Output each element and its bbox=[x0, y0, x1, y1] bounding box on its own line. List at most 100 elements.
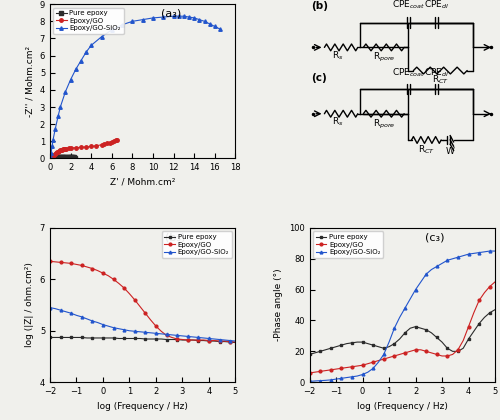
Epoxy/GO bbox=[190, 338, 196, 343]
Pure epoxy bbox=[402, 330, 408, 335]
Epoxy/GO-SiO₂ bbox=[186, 15, 192, 20]
Epoxy/GO bbox=[180, 337, 186, 342]
Pure epoxy bbox=[328, 346, 334, 351]
Text: CPE$_{coat}$: CPE$_{coat}$ bbox=[392, 0, 426, 11]
Epoxy/GO-SiO₂ bbox=[83, 50, 89, 55]
Epoxy/GO bbox=[434, 352, 440, 357]
Epoxy/GO-SiO₂ bbox=[200, 336, 206, 341]
Pure epoxy bbox=[63, 335, 69, 340]
Line: Epoxy/GO-SiO₂: Epoxy/GO-SiO₂ bbox=[308, 249, 496, 383]
Pure epoxy bbox=[106, 336, 112, 341]
Epoxy/GO bbox=[66, 146, 71, 151]
Epoxy/GO-SiO₂ bbox=[84, 316, 90, 321]
Epoxy/GO-SiO₂ bbox=[216, 337, 222, 342]
Epoxy/GO bbox=[48, 156, 54, 161]
Pure epoxy bbox=[47, 335, 53, 340]
Epoxy/GO-SiO₂ bbox=[407, 297, 413, 302]
Epoxy/GO bbox=[113, 138, 119, 143]
Epoxy/GO-SiO₂ bbox=[444, 258, 450, 263]
Epoxy/GO bbox=[386, 355, 392, 360]
Text: (c): (c) bbox=[312, 74, 327, 83]
Epoxy/GO-SiO₂ bbox=[180, 333, 186, 339]
Epoxy/GO-SiO₂ bbox=[94, 320, 100, 325]
Pure epoxy bbox=[66, 155, 71, 160]
Epoxy/GO-SiO₂ bbox=[48, 151, 54, 156]
Epoxy/GO bbox=[60, 147, 66, 152]
Pure epoxy bbox=[48, 156, 54, 161]
Epoxy/GO-SiO₂ bbox=[191, 16, 197, 21]
Epoxy/GO-SiO₂ bbox=[73, 67, 79, 72]
Pure epoxy bbox=[396, 336, 402, 341]
Epoxy/GO-SiO₂ bbox=[486, 249, 492, 254]
Epoxy/GO-SiO₂ bbox=[322, 378, 328, 383]
Pure epoxy bbox=[158, 336, 164, 341]
Epoxy/GO-SiO₂ bbox=[455, 255, 461, 260]
Line: Epoxy/GO-SiO₂: Epoxy/GO-SiO₂ bbox=[49, 14, 222, 160]
Epoxy/GO bbox=[232, 339, 238, 344]
Pure epoxy bbox=[444, 346, 450, 351]
Epoxy/GO-SiO₂ bbox=[428, 267, 434, 272]
Pure epoxy bbox=[137, 336, 143, 341]
Epoxy/GO bbox=[492, 279, 498, 284]
Epoxy/GO bbox=[63, 260, 69, 265]
Epoxy/GO bbox=[460, 338, 466, 343]
Epoxy/GO-SiO₂ bbox=[58, 308, 64, 313]
Pure epoxy bbox=[84, 336, 90, 341]
Line: Pure epoxy: Pure epoxy bbox=[308, 308, 496, 356]
Epoxy/GO bbox=[54, 150, 60, 155]
Pure epoxy bbox=[466, 336, 471, 341]
Epoxy/GO-SiO₂ bbox=[78, 58, 84, 63]
Epoxy/GO bbox=[312, 370, 318, 375]
Pure epoxy bbox=[216, 339, 222, 344]
Epoxy/GO-SiO₂ bbox=[110, 325, 116, 330]
Epoxy/GO bbox=[471, 310, 477, 315]
Pure epoxy bbox=[184, 338, 190, 343]
Pure epoxy bbox=[52, 155, 58, 160]
Epoxy/GO bbox=[121, 286, 127, 291]
Text: R$_{pore}$: R$_{pore}$ bbox=[372, 51, 395, 64]
Epoxy/GO bbox=[49, 155, 55, 160]
Pure epoxy bbox=[60, 155, 66, 160]
Epoxy/GO-SiO₂ bbox=[396, 315, 402, 320]
Epoxy/GO-SiO₂ bbox=[418, 279, 424, 284]
Pure epoxy bbox=[68, 155, 74, 160]
Epoxy/GO-SiO₂ bbox=[170, 14, 176, 19]
Epoxy/GO bbox=[169, 335, 175, 340]
Pure epoxy bbox=[386, 344, 392, 349]
Pure epoxy bbox=[53, 155, 59, 160]
Pure epoxy bbox=[418, 326, 424, 331]
Epoxy/GO bbox=[365, 361, 371, 366]
Pure epoxy bbox=[492, 307, 498, 312]
Epoxy/GO bbox=[74, 262, 80, 267]
Pure epoxy bbox=[79, 335, 85, 340]
Pure epoxy bbox=[349, 340, 355, 345]
Epoxy/GO bbox=[48, 156, 54, 161]
Epoxy/GO bbox=[344, 365, 349, 370]
Pure epoxy bbox=[94, 336, 100, 341]
Epoxy/GO-SiO₂ bbox=[109, 27, 115, 32]
Pure epoxy bbox=[434, 335, 440, 340]
Pure epoxy bbox=[58, 155, 64, 160]
Line: Epoxy/GO: Epoxy/GO bbox=[48, 260, 237, 344]
Epoxy/GO-SiO₂ bbox=[176, 14, 182, 19]
Epoxy/GO bbox=[94, 268, 100, 273]
Pure epoxy bbox=[344, 341, 349, 346]
Pure epoxy bbox=[132, 336, 138, 341]
Pure epoxy bbox=[450, 349, 456, 354]
Epoxy/GO-SiO₂ bbox=[48, 156, 54, 161]
Epoxy/GO-SiO₂ bbox=[74, 313, 80, 318]
Epoxy/GO bbox=[68, 261, 74, 266]
Epoxy/GO bbox=[114, 138, 120, 143]
Text: (c₃): (c₃) bbox=[424, 233, 444, 242]
Epoxy/GO bbox=[444, 354, 450, 359]
Epoxy/GO bbox=[90, 266, 96, 271]
Epoxy/GO bbox=[184, 338, 190, 343]
Pure epoxy bbox=[322, 347, 328, 352]
Pure epoxy bbox=[58, 155, 64, 160]
Epoxy/GO bbox=[196, 338, 202, 343]
Epoxy/GO-SiO₂ bbox=[471, 251, 477, 256]
Epoxy/GO-SiO₂ bbox=[423, 272, 429, 277]
Epoxy/GO-SiO₂ bbox=[140, 17, 145, 22]
Epoxy/GO-SiO₂ bbox=[160, 15, 166, 20]
Epoxy/GO-SiO₂ bbox=[79, 314, 85, 319]
